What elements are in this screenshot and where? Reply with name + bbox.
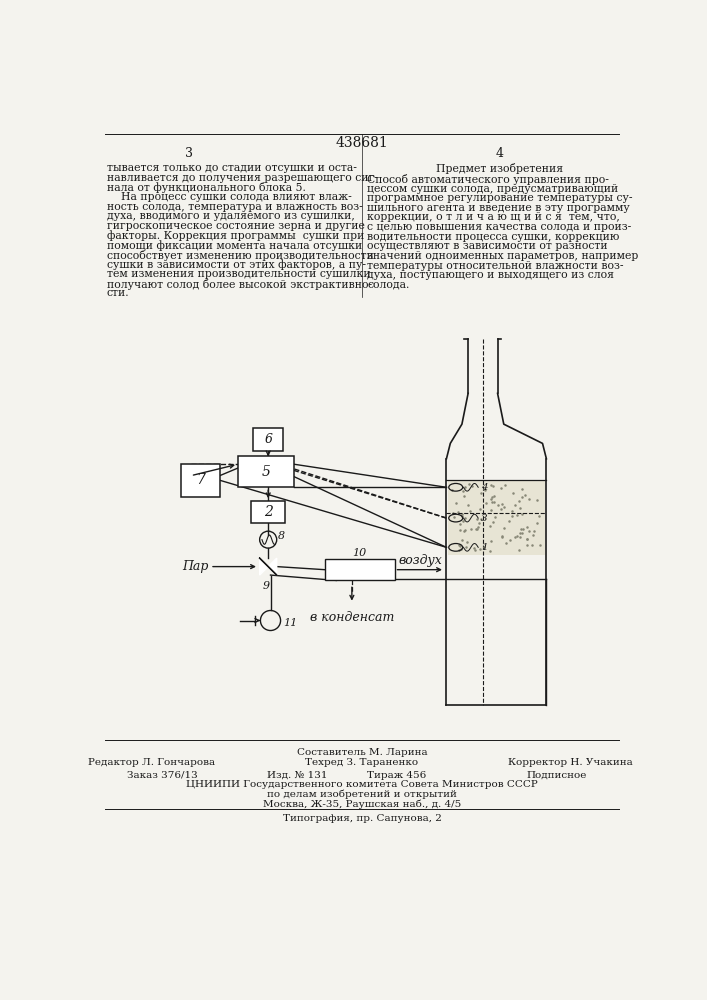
Text: тывается только до стадии отсушки и оста-: тывается только до стадии отсушки и оста…	[107, 163, 357, 173]
Text: 5: 5	[262, 465, 270, 479]
Text: ЦНИИПИ Государственного комитета Совета Министров СССР: ЦНИИПИ Государственного комитета Совета …	[186, 780, 538, 789]
Bar	[253, 428, 283, 451]
Text: программное регулирование температуры су-: программное регулирование температуры су…	[368, 193, 633, 203]
Text: сти.: сти.	[107, 288, 129, 298]
Text: 9: 9	[263, 581, 270, 591]
Text: духа, вводимого и удаляемого из сушилки,: духа, вводимого и удаляемого из сушилки,	[107, 211, 355, 221]
Text: Предмет изобретения: Предмет изобретения	[436, 163, 563, 174]
Text: по делам изобретений и открытий: по делам изобретений и открытий	[267, 790, 457, 799]
Text: 7: 7	[197, 473, 205, 487]
Text: 11: 11	[283, 618, 297, 628]
Text: ность солода, температура и влажность воз-: ность солода, температура и влажность во…	[107, 202, 363, 212]
Text: шильного агента и введение в эту программу: шильного агента и введение в эту програм…	[368, 203, 630, 213]
Text: Техред З. Тараненко: Техред З. Тараненко	[305, 758, 419, 767]
Bar	[238, 456, 293, 487]
Text: получают солод более высокой экстрактивно-: получают солод более высокой экстрактивн…	[107, 279, 372, 290]
Text: с целью повышения качества солода и произ-: с целью повышения качества солода и прои…	[368, 222, 631, 232]
Bar	[325, 559, 395, 580]
Text: нала от функционального блока 5.: нала от функционального блока 5.	[107, 182, 306, 193]
Text: Изд. № 131: Изд. № 131	[267, 771, 327, 780]
Text: помощи фиксации момента начала отсушки: помощи фиксации момента начала отсушки	[107, 240, 362, 251]
Text: способствует изменению производительности: способствует изменению производительност…	[107, 250, 374, 261]
Text: воздух: воздух	[398, 554, 442, 567]
Text: осуществляют в зависимости от разности: осуществляют в зависимости от разности	[368, 241, 608, 251]
Text: водительности процесса сушки, коррекцию: водительности процесса сушки, коррекцию	[368, 232, 620, 242]
Text: 4: 4	[495, 147, 503, 160]
Text: тем изменения производительности сушилки: тем изменения производительности сушилки	[107, 269, 370, 279]
Text: Корректор Н. Учакина: Корректор Н. Учакина	[508, 758, 633, 767]
Text: 8: 8	[279, 531, 286, 541]
Text: 10: 10	[353, 548, 367, 558]
Text: значений одноименных параметров, например: значений одноименных параметров, наприме…	[368, 251, 638, 261]
Bar	[182, 464, 220, 497]
Text: Тираж 456: Тираж 456	[368, 771, 426, 780]
Text: Составитель М. Ларина: Составитель М. Ларина	[297, 748, 427, 757]
Polygon shape	[268, 558, 276, 575]
Text: 3: 3	[481, 514, 488, 523]
Bar	[448, 480, 545, 555]
Text: 6: 6	[264, 433, 272, 446]
Text: коррекции, о т л и ч а ю щ и й с я  тем, что,: коррекции, о т л и ч а ю щ и й с я тем, …	[368, 212, 620, 222]
Bar	[251, 501, 285, 523]
Text: 1: 1	[481, 543, 488, 552]
Text: духа, поступающего и выходящего из слоя: духа, поступающего и выходящего из слоя	[368, 270, 614, 280]
Text: 3: 3	[185, 147, 193, 160]
Text: Способ автоматического управления про-: Способ автоматического управления про-	[368, 174, 609, 185]
Text: факторы. Коррекция программы  сушки при: факторы. Коррекция программы сушки при	[107, 230, 364, 241]
Text: 2: 2	[264, 505, 273, 519]
Text: Москва, Ж-35, Раушская наб., д. 4/5: Москва, Ж-35, Раушская наб., д. 4/5	[263, 800, 461, 809]
Text: Редактор Л. Гончарова: Редактор Л. Гончарова	[88, 758, 216, 767]
Text: Типография, пр. Сапунова, 2: Типография, пр. Сапунова, 2	[283, 814, 441, 823]
Text: солода.: солода.	[368, 280, 410, 290]
Text: На процесс сушки солода влияют влаж-: На процесс сушки солода влияют влаж-	[107, 192, 351, 202]
Text: Заказ 376/13: Заказ 376/13	[127, 771, 198, 780]
Text: гигроскопическое состояние зерна и другие: гигроскопическое состояние зерна и други…	[107, 221, 365, 231]
Text: температуры относительной влажности воз-: температуры относительной влажности воз-	[368, 261, 624, 271]
Text: Пар: Пар	[182, 560, 209, 573]
Polygon shape	[259, 558, 268, 575]
Text: Подписное: Подписное	[526, 771, 587, 780]
Text: навливается до получения разрешающего сиг-: навливается до получения разрешающего си…	[107, 173, 378, 183]
Text: сушки в зависимости от этих факторов, а пу-: сушки в зависимости от этих факторов, а …	[107, 259, 366, 270]
Text: цессом сушки солода, предусматривающий: цессом сушки солода, предусматривающий	[368, 184, 619, 194]
Text: 4: 4	[481, 483, 488, 492]
Text: в конденсат: в конденсат	[310, 611, 394, 624]
Text: 438681: 438681	[336, 136, 388, 150]
